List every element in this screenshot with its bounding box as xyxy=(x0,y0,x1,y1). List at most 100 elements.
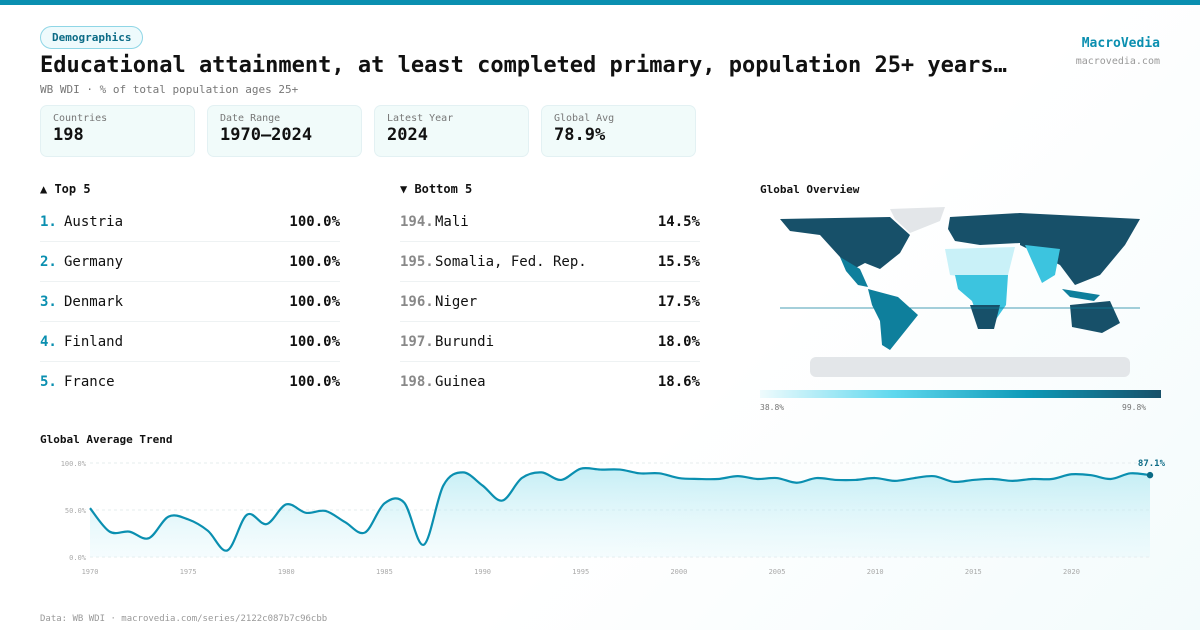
x-tick-label: 1995 xyxy=(572,568,589,576)
southern-africa xyxy=(970,305,1000,329)
y-tick-label: 0.0% xyxy=(69,554,87,562)
x-tick-label: 2015 xyxy=(965,568,982,576)
stat-date-range: Date Range 1970–2024 xyxy=(207,105,362,157)
rank: 196. xyxy=(400,293,434,310)
country-value: 14.5% xyxy=(657,213,700,230)
stat-latest-year: Latest Year 2024 xyxy=(374,105,529,157)
country-value: 15.5% xyxy=(657,253,700,270)
stat-value: 1970–2024 xyxy=(220,125,313,145)
rank: 197. xyxy=(400,333,434,350)
x-tick-label: 1990 xyxy=(474,568,491,576)
list-item[interactable]: 194. Mali 14.5% xyxy=(400,202,700,242)
antarctica xyxy=(810,357,1130,377)
stat-global-avg: Global Avg 78.9% xyxy=(541,105,696,157)
list-item[interactable]: 5. France 100.0% xyxy=(40,362,340,402)
legend-min: 38.8% xyxy=(760,403,785,412)
stat-label: Date Range xyxy=(220,113,281,124)
bottom5-list: 194. Mali 14.5% 195. Somalia, Fed. Rep. 15.5%… xyxy=(400,202,700,402)
country-value: 18.0% xyxy=(657,333,700,350)
trend-title: Global Average Trend xyxy=(40,433,173,446)
x-tick-label: 2005 xyxy=(769,568,786,576)
country-value: 100.0% xyxy=(289,293,340,310)
footer-source[interactable]: Data: WB WDI · macrovedia.com/series/212… xyxy=(40,614,328,624)
y-tick-label: 100.0% xyxy=(61,460,87,468)
country-value: 100.0% xyxy=(289,333,340,350)
stat-label: Latest Year xyxy=(387,113,454,124)
rank: 3. xyxy=(40,293,57,310)
list-item[interactable]: 3. Denmark 100.0% xyxy=(40,282,340,322)
brand-url[interactable]: macrovedia.com xyxy=(1075,56,1160,67)
trend-chart: 0.0% 50.0% 100.0% 1970 1975 1980 1985 1990 1995 2… xyxy=(61,459,1166,576)
trend-area xyxy=(90,468,1150,557)
asia xyxy=(1020,213,1140,285)
top5-list: 1. Austria 100.0% 2. Germany 100.0% 3. Denmark 1… xyxy=(40,202,340,402)
list-item[interactable]: 1. Austria 100.0% xyxy=(40,202,340,242)
rank: 195. xyxy=(400,253,434,270)
color-scale-legend xyxy=(760,390,1161,398)
x-tick-label: 2000 xyxy=(670,568,687,576)
north-america xyxy=(780,217,910,271)
category-tag[interactable]: Demographics xyxy=(40,26,144,49)
stat-value: 2024 xyxy=(387,125,428,145)
rank: 1. xyxy=(40,213,57,230)
top-accent-bar xyxy=(0,0,1200,5)
list-item[interactable]: 4. Finland 100.0% xyxy=(40,322,340,362)
country-name: Austria xyxy=(64,213,124,230)
list-item[interactable]: 2. Germany 100.0% xyxy=(40,242,340,282)
country-name: Niger xyxy=(435,293,478,310)
x-tick-label: 1970 xyxy=(82,568,99,576)
page-title: Educational attainment, at least complet… xyxy=(40,53,1007,78)
x-tick-label: 1975 xyxy=(180,568,197,576)
brand-logo[interactable]: MacroVedia xyxy=(1081,36,1160,51)
legend-max: 99.8% xyxy=(1122,403,1147,412)
central-america xyxy=(840,257,868,287)
list-item[interactable]: 197. Burundi 18.0% xyxy=(400,322,700,362)
x-tick-label: 1985 xyxy=(376,568,393,576)
australia xyxy=(1070,301,1120,333)
country-value: 18.6% xyxy=(657,374,700,390)
south-america xyxy=(868,289,918,350)
x-tick-label: 2020 xyxy=(1063,568,1080,576)
rank: 2. xyxy=(40,253,57,270)
stat-countries: Countries 198 xyxy=(40,105,195,157)
country-value: 100.0% xyxy=(289,253,340,270)
bottom5-heading: ▼ Bottom 5 xyxy=(400,182,473,196)
greenland xyxy=(890,207,945,233)
country-value: 100.0% xyxy=(289,213,340,230)
country-value: 100.0% xyxy=(289,374,340,390)
country-name: Guinea xyxy=(435,374,486,390)
country-name: France xyxy=(64,374,115,390)
country-name: Finland xyxy=(64,333,124,350)
x-tick-label: 1980 xyxy=(278,568,295,576)
list-item[interactable]: 198. Guinea 18.6% xyxy=(400,362,700,402)
south-asia xyxy=(1025,245,1060,283)
list-item[interactable]: 196. Niger 17.5% xyxy=(400,282,700,322)
stat-value: 78.9% xyxy=(554,125,606,145)
rank: 198. xyxy=(400,374,434,390)
stat-label: Countries xyxy=(53,113,108,124)
europe xyxy=(948,213,1020,245)
y-tick-label: 50.0% xyxy=(65,507,87,515)
trend-line xyxy=(89,466,1151,552)
world-map[interactable] xyxy=(780,205,1140,380)
country-name: Somalia, Fed. Rep. xyxy=(435,253,587,270)
map-title: Global Overview xyxy=(760,183,860,196)
country-name: Denmark xyxy=(64,293,124,310)
stat-label: Global Avg xyxy=(554,113,615,124)
country-name: Burundi xyxy=(435,333,495,350)
country-value: 17.5% xyxy=(657,293,700,310)
north-africa xyxy=(945,247,1015,279)
stat-value: 198 xyxy=(53,125,84,145)
country-name: Mali xyxy=(435,213,469,230)
rank: 4. xyxy=(40,333,57,350)
top5-heading: ▲ Top 5 xyxy=(40,182,91,196)
list-item[interactable]: 195. Somalia, Fed. Rep. 15.5% xyxy=(400,242,700,282)
page-subtitle: WB WDI · % of total population ages 25+ xyxy=(40,83,299,96)
last-value-label: 87.1% xyxy=(1138,459,1166,469)
last-point-marker[interactable] xyxy=(1146,471,1154,479)
country-name: Germany xyxy=(64,253,124,270)
x-tick-label: 2010 xyxy=(867,568,884,576)
rank: 5. xyxy=(40,374,57,390)
rank: 194. xyxy=(400,213,434,230)
indonesia xyxy=(1062,289,1100,301)
